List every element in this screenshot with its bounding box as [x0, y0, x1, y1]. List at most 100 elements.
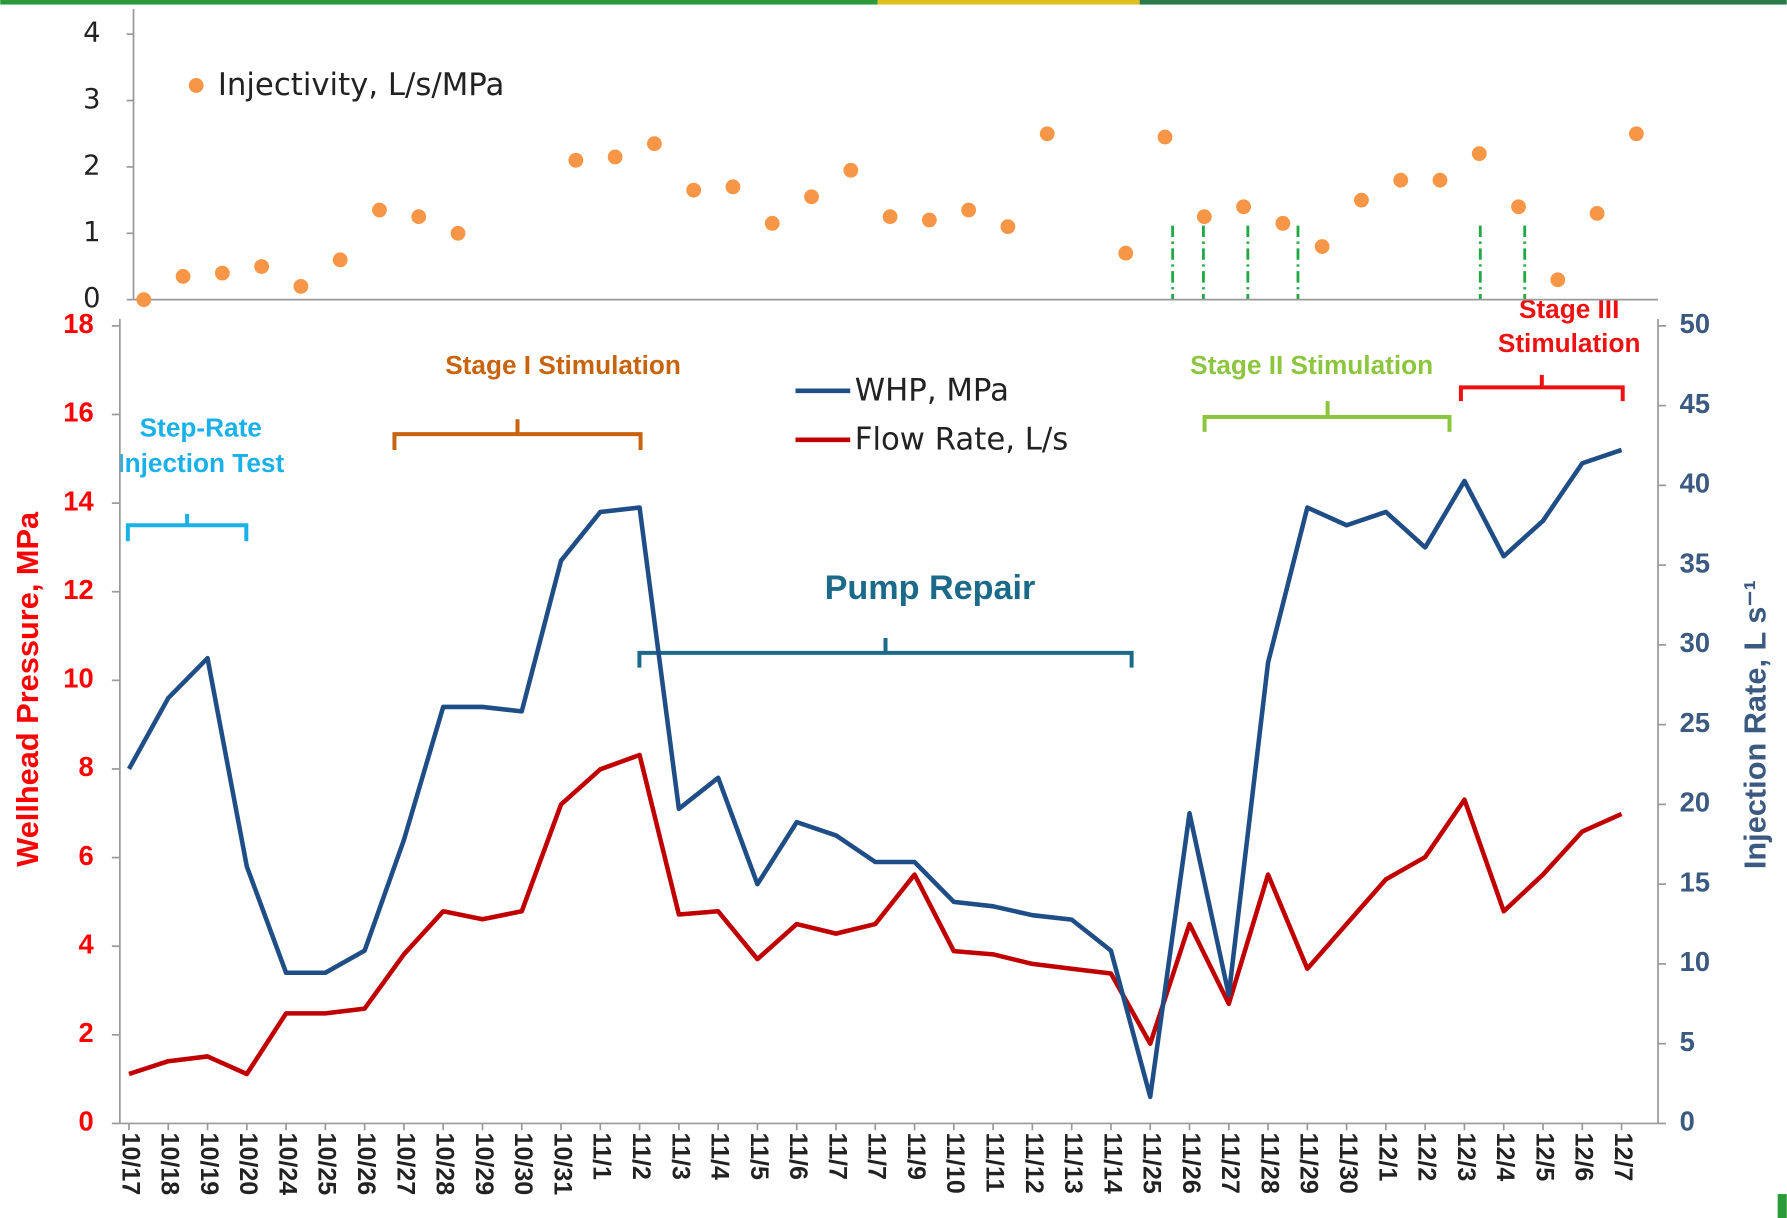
top-band [0, 0, 878, 5]
y-tick-label: 4 [78, 928, 94, 959]
stage-markers [1171, 225, 1527, 300]
x-tick-label: 10/25 [313, 1133, 341, 1196]
x-tick-label: 11/9 [902, 1133, 930, 1180]
x-tick-label: 11/30 [1334, 1133, 1362, 1194]
annotation: Stage III [1519, 294, 1619, 324]
y-tick-label: 6 [78, 840, 93, 871]
injectivity-point [1393, 172, 1409, 188]
x-tick-label: 12/7 [1609, 1133, 1637, 1182]
injectivity-point [647, 136, 662, 152]
y-tick-label: 3 [83, 84, 100, 115]
injectivity-point [175, 269, 191, 284]
top-band [877, 0, 1140, 5]
y-tick-label: 10 [63, 663, 93, 694]
injectivity-point [136, 292, 152, 308]
injectivity-point [372, 202, 387, 218]
x-tick-label: 11/11 [980, 1133, 1008, 1193]
y2-tick-label: 15 [1680, 866, 1710, 897]
data-line [126, 447, 1623, 1100]
y2-tick-label: 40 [1680, 468, 1710, 499]
y2-tick-label: 50 [1680, 308, 1710, 339]
x-tick-label: 12/2 [1413, 1133, 1441, 1182]
injectivity-point [214, 265, 230, 281]
y-tick-label: 18 [63, 308, 93, 339]
injectivity-point [411, 209, 427, 225]
injectivity-point [450, 225, 466, 241]
injectivity-point [1589, 205, 1605, 221]
x-tick-label: 10/24 [273, 1133, 301, 1196]
injectivity-point [1157, 129, 1173, 145]
y-tick-label: 12 [63, 574, 93, 605]
annotation: Pump Repair [825, 569, 1036, 607]
x-tick-label: 11/28 [1255, 1133, 1283, 1194]
x-tick-label: 12/4 [1491, 1133, 1519, 1182]
y-tick-label: 0 [78, 1106, 93, 1137]
annotation: Injection Test [117, 448, 284, 478]
x-tick-label: 11/26 [1177, 1133, 1205, 1194]
x-tick-label: 10/29 [470, 1133, 498, 1196]
injectivity-point [1196, 209, 1212, 225]
injectivity-point [607, 149, 623, 165]
injectivity-point [568, 152, 584, 168]
injectivity-point [882, 209, 898, 225]
corner-mark [1777, 1194, 1787, 1218]
injectivity-point [1628, 126, 1644, 142]
injectivity-point [921, 212, 937, 228]
injectivity-point [1471, 146, 1487, 162]
x-tick-label: 11/1 [588, 1133, 616, 1180]
braces [125, 374, 1625, 668]
x-tick-label: 11/7 [823, 1133, 851, 1180]
top-band [1139, 0, 1787, 5]
x-tick-label: 11/6 [784, 1133, 812, 1180]
y2-tick-label: 45 [1680, 388, 1710, 419]
x-tick-label: 12/5 [1530, 1133, 1558, 1182]
injectivity-point [254, 259, 270, 274]
x-tick-label: 11/12 [1020, 1133, 1048, 1194]
injectivity-point [843, 162, 859, 178]
x-tick-label: 10/27 [391, 1133, 419, 1196]
y2-tick-label: 0 [1680, 1106, 1695, 1137]
y-tick-label: 1 [83, 217, 100, 248]
injectivity-point [1118, 245, 1134, 261]
legend-label: WHP, MPa [855, 372, 1009, 408]
injectivity-point [686, 182, 702, 198]
x-tick-label: 10/17 [116, 1133, 144, 1196]
y2-tick-label: 30 [1680, 627, 1710, 658]
injectivity-point [764, 215, 780, 231]
y-tick-label: 4 [83, 18, 100, 49]
x-tick-label: 10/18 [156, 1133, 184, 1196]
x-tick-label: 11/4 [706, 1133, 734, 1180]
y2-tick-label: 25 [1680, 707, 1710, 738]
injectivity-point [1000, 219, 1016, 235]
x-tick-label: 12/6 [1570, 1133, 1598, 1182]
x-tick-label: 10/31 [548, 1133, 576, 1196]
y-axis-title: Wellhead Pressure, MPa [10, 511, 45, 867]
injectivity-point [1275, 215, 1291, 231]
x-tick-label: 10/28 [431, 1133, 459, 1196]
x-tick-label: 11/14 [1098, 1133, 1126, 1194]
x-tick-label: 11/10 [941, 1133, 969, 1194]
legend-label: Injectivity, L/s/MPa [218, 67, 504, 103]
injectivity-point [1550, 272, 1566, 288]
x-tick-label: 11/25 [1138, 1133, 1166, 1194]
y-tick-label: 2 [78, 1017, 93, 1048]
injectivity-point [1039, 126, 1055, 142]
injectivity-point [1432, 172, 1448, 188]
x-tick-label: 11/13 [1059, 1133, 1087, 1194]
y-tick-label: 2 [83, 150, 100, 181]
injectivity-point [804, 189, 819, 205]
injectivity-point [961, 202, 977, 218]
injectivity-point [1511, 199, 1526, 215]
x-tick-label: 11/27 [1216, 1133, 1244, 1194]
y-tick-label: 8 [78, 751, 93, 782]
y2-tick-label: 20 [1680, 787, 1710, 818]
injectivity-point [1354, 192, 1369, 208]
injectivity-point [293, 278, 309, 294]
x-tick-label: 11/5 [745, 1133, 773, 1180]
y2-tick-label: 5 [1680, 1026, 1695, 1057]
x-tick-label: 10/30 [509, 1133, 537, 1196]
legend-label: Flow Rate, L/s [855, 421, 1069, 457]
x-tick-label: 10/20 [234, 1133, 262, 1196]
injectivity-point [725, 179, 741, 195]
